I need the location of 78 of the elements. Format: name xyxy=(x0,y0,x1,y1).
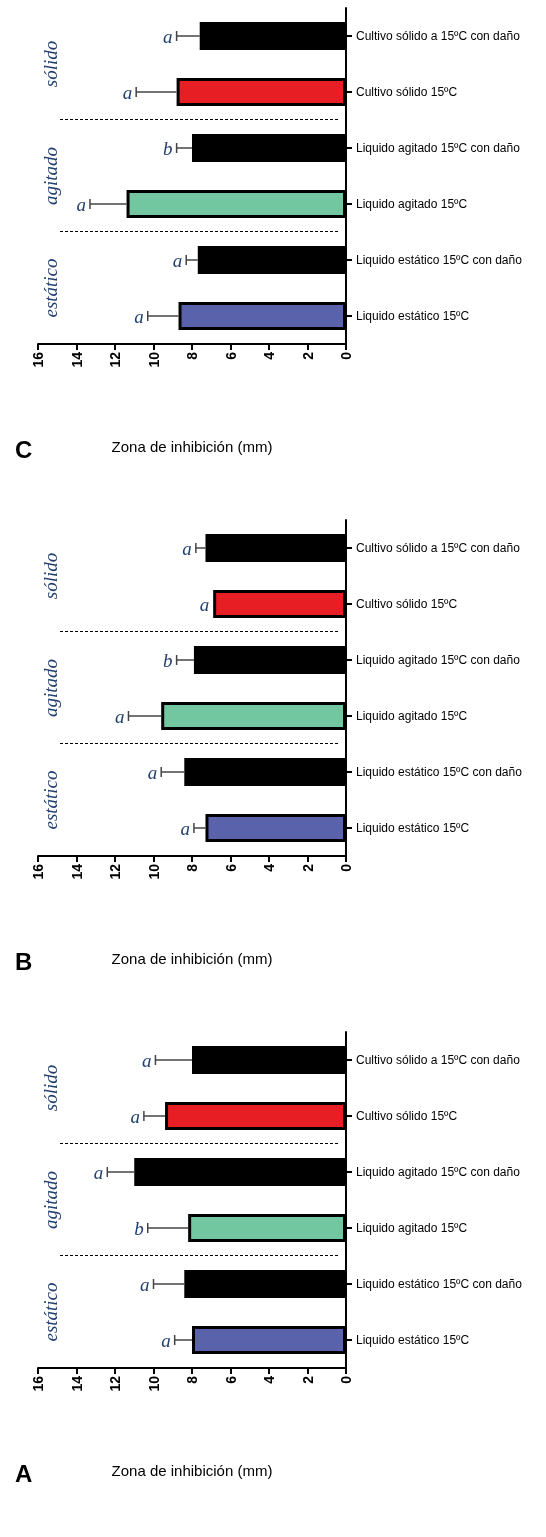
annotation: a xyxy=(76,193,86,215)
x-tick-label: 16 xyxy=(30,1375,46,1392)
x-tick-label: 4 xyxy=(261,863,277,872)
annotation: b xyxy=(163,649,173,671)
y-tick-label: Liquido estático 15ºC xyxy=(356,309,470,323)
y-tick-label: Liquido estático 15ºC con daño xyxy=(356,253,523,267)
x-tick-label: 8 xyxy=(184,351,200,360)
x-tick-label: 8 xyxy=(184,1375,200,1384)
annotation: agitado xyxy=(39,658,61,718)
annotation: a xyxy=(130,1105,140,1127)
y-tick-label: Cultivo sólido a 15ºC con daño xyxy=(356,541,521,555)
annotation: a xyxy=(114,705,125,727)
annotation: sólido xyxy=(39,552,61,600)
x-tick-label: 16 xyxy=(30,351,46,368)
x-tick-label: 2 xyxy=(299,1375,316,1384)
x-tick-label: 6 xyxy=(222,1375,239,1384)
annotation: b xyxy=(134,1217,144,1239)
annotation: a xyxy=(140,1273,150,1295)
x-tick-label: 16 xyxy=(30,863,46,880)
x-axis-title: Zona de inhibición (mm) xyxy=(111,950,273,967)
x-tick-label: 0 xyxy=(338,1375,354,1384)
x-tick-label: 14 xyxy=(68,863,85,880)
x-tick-label: 10 xyxy=(145,351,162,368)
annotation: sólido xyxy=(39,1064,61,1112)
y-tick-label: Cultivo sólido a 15ºC con daño xyxy=(356,29,521,43)
x-tick-label: 12 xyxy=(107,351,123,368)
y-tick-label: Liquido estático 15ºC xyxy=(356,1333,470,1347)
annotation: a xyxy=(93,1161,104,1183)
x-tick-label: 14 xyxy=(68,351,85,368)
x-tick-label: 6 xyxy=(222,863,239,872)
text: C xyxy=(15,435,33,463)
y-tick-label: Liquido agitado 15ºC xyxy=(356,1221,468,1235)
y-tick-label: Cultivo sólido 15ºC xyxy=(356,85,458,99)
annotation: a xyxy=(141,1049,152,1071)
y-tick-label: Cultivo sólido a 15ºC con daño xyxy=(356,1053,521,1067)
annotation: a xyxy=(147,761,158,783)
y-tick-label: Liquido agitado 15ºC con daño xyxy=(356,1165,521,1179)
annotation: estático xyxy=(39,258,61,318)
annotation: a xyxy=(163,25,173,47)
x-tick-label: 0 xyxy=(338,863,354,872)
annotation: b xyxy=(163,137,173,159)
y-tick-label: Cultivo sólido 15ºC xyxy=(356,1109,458,1123)
text: A xyxy=(15,1459,33,1487)
x-tick-label: 4 xyxy=(261,351,277,360)
x-tick-label: 4 xyxy=(261,1375,277,1384)
x-tick-label: 12 xyxy=(107,1375,123,1392)
y-tick-label: Liquido estático 15ºC con daño xyxy=(356,765,523,779)
annotation: a xyxy=(172,249,183,271)
y-tick-label: Liquido agitado 15ºC con daño xyxy=(356,141,521,155)
x-axis-title: Zona de inhibición (mm) xyxy=(111,438,273,455)
y-tick-label: Liquido agitado 15ºC con daño xyxy=(356,653,521,667)
x-tick-label: 10 xyxy=(145,863,162,880)
y-tick-label: Liquido agitado 15ºC xyxy=(356,197,468,211)
y-tick-label: Liquido estático 15ºC xyxy=(356,821,470,835)
annotation: estático xyxy=(39,1282,61,1342)
annotation: a xyxy=(134,305,144,327)
annotation: sólido xyxy=(39,40,61,88)
annotation: a xyxy=(180,817,190,839)
x-tick-label: 2 xyxy=(299,351,316,360)
annotation: a xyxy=(161,1329,171,1351)
y-tick-label: Cultivo sólido 15ºC xyxy=(356,597,458,611)
x-tick-label: 12 xyxy=(107,863,123,880)
y-tick-label: Liquido agitado 15ºC xyxy=(356,709,468,723)
annotation: estático xyxy=(39,770,61,830)
annotation: agitado xyxy=(39,1170,61,1230)
x-tick-label: 2 xyxy=(299,863,316,872)
annotation: a xyxy=(182,537,192,559)
x-tick-label: 14 xyxy=(68,1375,85,1392)
annotation: a xyxy=(199,593,210,615)
x-tick-label: 0 xyxy=(338,351,354,360)
x-tick-label: 8 xyxy=(184,863,200,872)
x-tick-label: 6 xyxy=(222,351,239,360)
y-tick-label: Liquido estático 15ºC con daño xyxy=(356,1277,523,1291)
x-axis-title: Zona de inhibición (mm) xyxy=(111,1462,273,1479)
x-tick-label: 10 xyxy=(145,1375,162,1392)
annotation: a xyxy=(122,81,133,103)
annotation: agitado xyxy=(39,146,61,206)
text: B xyxy=(15,947,33,975)
